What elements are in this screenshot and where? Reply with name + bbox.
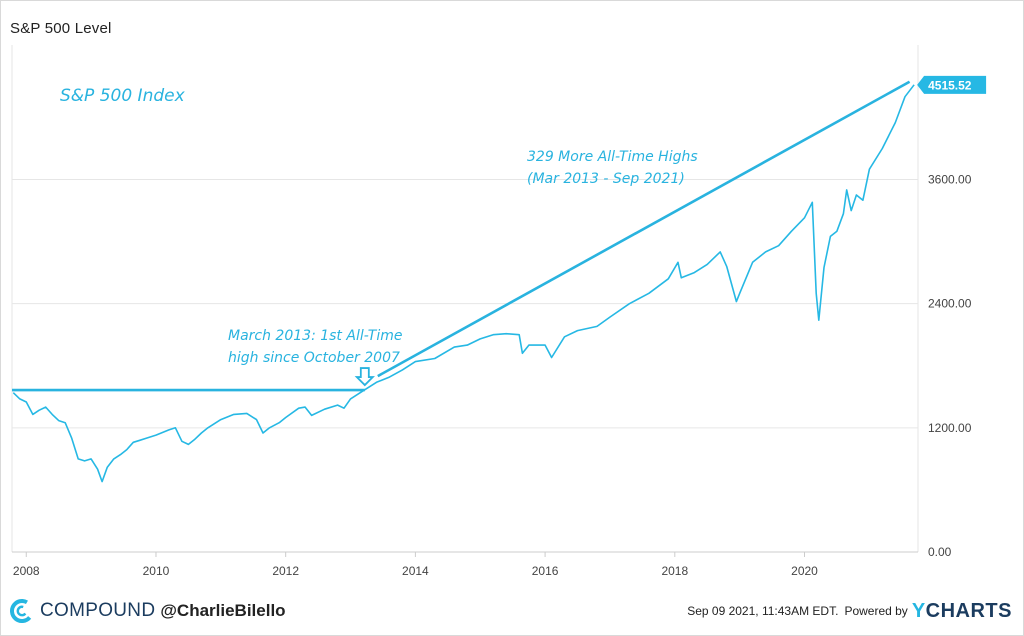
x-tick-label: 2010: [143, 564, 170, 578]
last-value-badge: [917, 75, 987, 94]
chart-annotation: 329 More All-Time Highs: [527, 149, 698, 165]
author-handle: @CharlieBilello: [160, 601, 286, 620]
powered-by-label: Powered by: [844, 604, 908, 618]
chart-title: S&P 500 Level: [10, 20, 112, 37]
chart-annotation: March 2013: 1st All-Time: [228, 328, 402, 344]
x-tick-label: 2014: [402, 564, 429, 578]
timestamp: Sep 09 2021, 11:43AM EDT.: [687, 604, 839, 618]
x-tick-label: 2018: [661, 564, 688, 578]
ycharts-logo: YCHARTS: [912, 600, 1012, 623]
x-tick-label: 2016: [532, 564, 559, 578]
chart-annotation: (Mar 2013 - Sep 2021): [527, 171, 685, 187]
reference-line: [377, 80, 911, 378]
chart-annotation: S&P 500 Index: [60, 86, 186, 106]
credit-area: Sep 09 2021, 11:43AM EDT. Powered by YCH…: [687, 596, 1012, 626]
ycharts-logo-text: CHARTS: [925, 599, 1012, 622]
x-tick-label: 2020: [791, 564, 818, 578]
y-tick-label: 3600.00: [928, 173, 972, 187]
y-tick-label: 1200.00: [928, 421, 972, 435]
down-arrow-icon: [354, 367, 375, 387]
chart-annotation: high since October 2007: [228, 350, 400, 366]
brand-name: COMPOUND: [40, 600, 156, 621]
y-tick-label: 2400.00: [928, 297, 972, 311]
y-tick-label: 0.00: [928, 545, 952, 559]
last-value-label: 4515.52: [928, 78, 972, 92]
brand-area: COMPOUND @CharlieBilello: [10, 596, 286, 626]
x-tick-label: 2008: [13, 564, 40, 578]
series-line: [12, 84, 915, 483]
x-tick-label: 2012: [272, 564, 299, 578]
compound-logo-icon: [10, 599, 34, 623]
ycharts-logo-y: Y: [911, 599, 926, 622]
